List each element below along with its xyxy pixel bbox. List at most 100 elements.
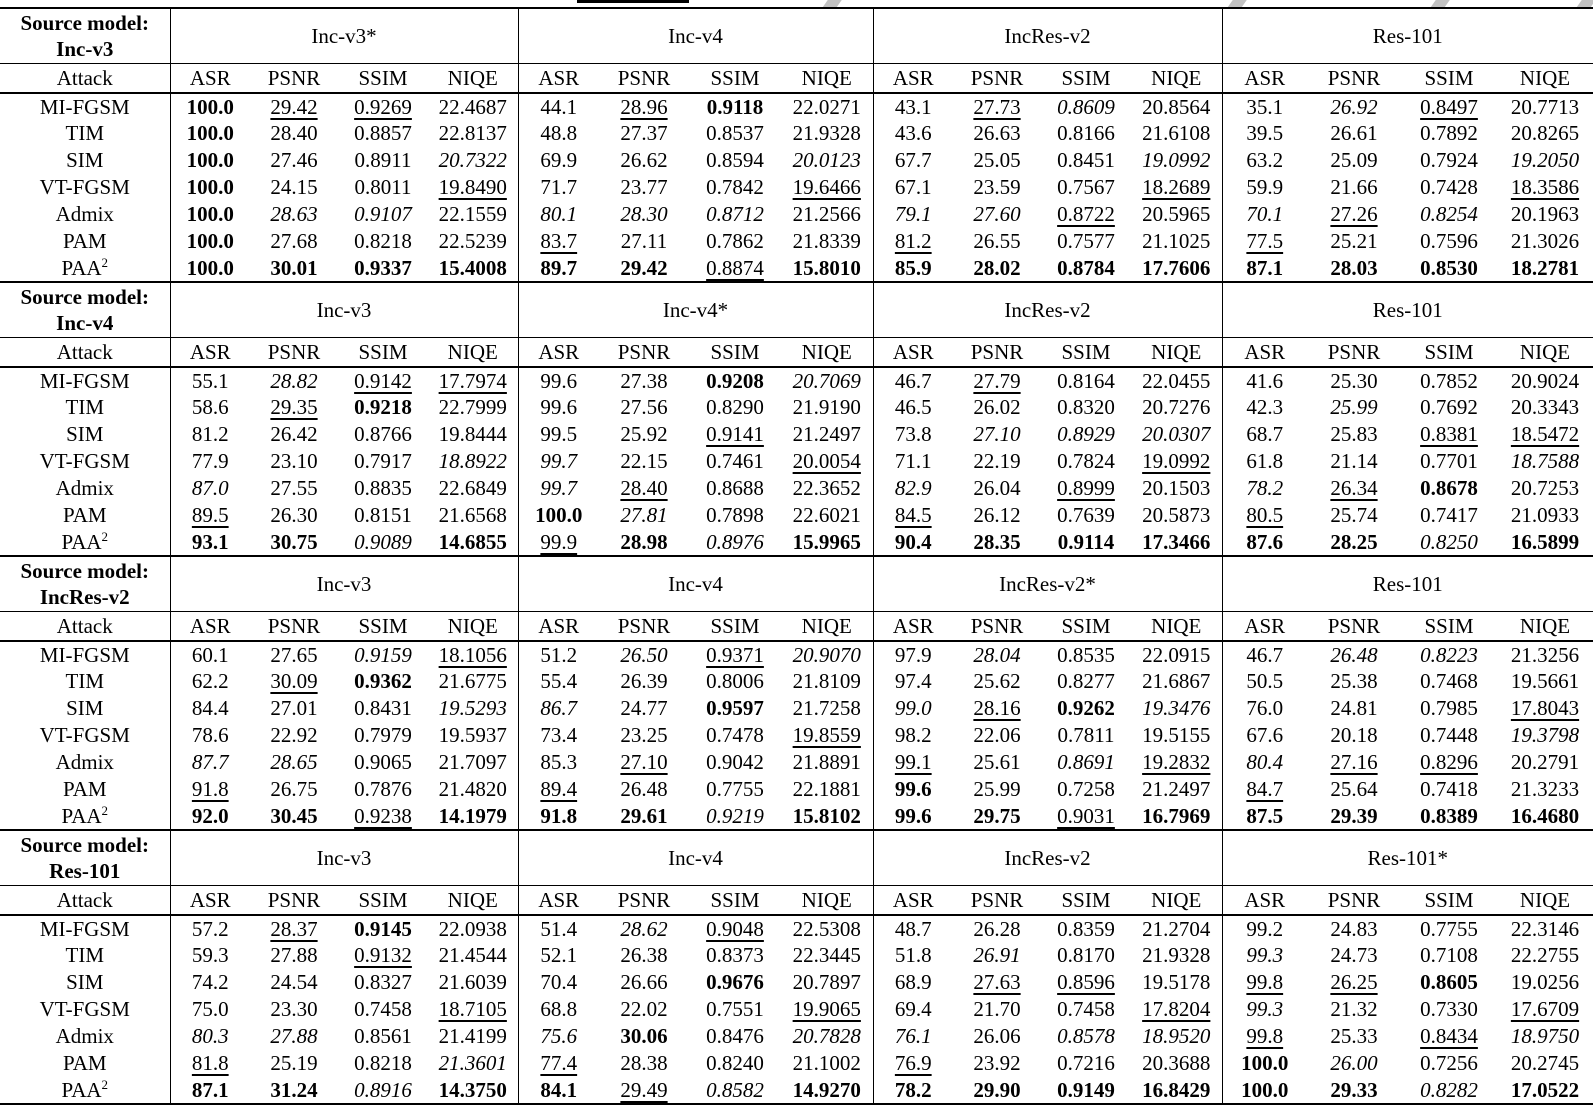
- value-cell: 99.2: [1221, 915, 1307, 942]
- value-cell: 0.7258: [1057, 777, 1115, 802]
- value-cell: 79.1: [872, 201, 953, 228]
- value-cell: 0.7811: [1057, 723, 1115, 748]
- value-cell: 22.3652: [792, 476, 861, 501]
- value-cell: 0.8434: [1420, 1024, 1478, 1049]
- value-cell: 57.2: [169, 915, 250, 942]
- value-cell: 17.7606: [1142, 255, 1211, 280]
- value-cell: 0.8254: [1420, 202, 1478, 227]
- value-cell: 98.2: [872, 722, 953, 749]
- value-cell: 0.9218: [354, 395, 412, 420]
- metric-header: SSIM: [1041, 611, 1131, 642]
- value-cell: 46.5: [872, 394, 953, 421]
- metric-header: ASR: [169, 337, 250, 368]
- value-cell: 19.8559: [792, 723, 861, 748]
- value-cell: 0.7551: [706, 997, 764, 1022]
- attack-label: PAA2: [0, 529, 171, 556]
- value-cell: 0.8250: [1420, 529, 1478, 554]
- value-cell: 0.7478: [706, 723, 764, 748]
- value-cell: 26.55: [973, 229, 1021, 254]
- value-cell: 17.3466: [1142, 529, 1211, 554]
- value-cell: 22.1881: [792, 777, 861, 802]
- value-cell: 0.9145: [354, 916, 412, 941]
- value-cell: 20.3343: [1510, 395, 1580, 420]
- value-cell: 21.9328: [1142, 943, 1211, 968]
- value-cell: 25.64: [1330, 777, 1378, 802]
- value-cell: 21.2566: [792, 202, 861, 227]
- value-cell: 0.9118: [706, 94, 764, 119]
- value-cell: 29.42: [620, 255, 668, 280]
- value-cell: 90.4: [872, 529, 953, 556]
- value-cell: 0.8296: [1420, 750, 1478, 775]
- value-cell: 48.7: [872, 915, 953, 942]
- value-cell: 58.6: [169, 394, 250, 421]
- value-cell: 39.5: [1221, 120, 1307, 147]
- value-cell: 26.25: [1330, 970, 1378, 995]
- value-cell: 15.9965: [792, 529, 861, 554]
- value-cell: 0.8678: [1420, 476, 1478, 501]
- value-cell: 0.9142: [354, 368, 412, 393]
- value-cell: 22.7999: [438, 395, 507, 420]
- value-cell: 87.1: [1221, 255, 1307, 282]
- attack-result-row: MI-FGSM 57.2 28.37 0.9145 22.0938 51.4 28.62 0.…: [0, 915, 1593, 942]
- target-model-header: Inc-v3: [169, 830, 518, 886]
- source-model-cell: Source model: Res-101: [0, 830, 171, 886]
- value-cell: 25.99: [1330, 395, 1378, 420]
- source-model-name: IncRes-v2: [39, 584, 130, 609]
- value-cell: 0.9141: [706, 422, 764, 447]
- source-model-cell: Source model: IncRes-v2: [0, 556, 171, 612]
- attack-result-row: SIM 81.2 26.42 0.8766 19.8444 99.5 25.92 0.9141…: [0, 421, 1593, 448]
- value-cell: 0.7862: [706, 229, 764, 254]
- value-cell: 25.62: [973, 669, 1021, 694]
- value-cell: 27.16: [1330, 750, 1378, 775]
- value-cell: 21.3233: [1510, 777, 1580, 802]
- value-cell: 27.60: [973, 202, 1021, 227]
- attack-label: Admix: [0, 1023, 171, 1050]
- value-cell: 23.59: [973, 175, 1021, 200]
- attack-label: MI-FGSM: [0, 367, 171, 394]
- value-cell: 22.8137: [438, 121, 507, 146]
- attack-result-row: VT-FGSM 75.0 23.30 0.7458 18.7105 68.8 22.02 0.…: [0, 996, 1593, 1023]
- results-table: Source model: Inc-v3 Inc-v3* Inc-v4 IncRes-v…: [0, 7, 1593, 1105]
- value-cell: 19.9065: [792, 997, 861, 1022]
- attack-label: VT-FGSM: [0, 722, 171, 749]
- value-cell: 70.1: [1221, 201, 1307, 228]
- value-cell: 0.8218: [354, 1051, 412, 1076]
- value-cell: 19.2050: [1510, 148, 1580, 173]
- value-cell: 20.0054: [792, 449, 861, 474]
- source-model-label: Source model:: [20, 10, 149, 35]
- metric-header: ASR: [1221, 337, 1307, 368]
- target-model-header: IncRes-v2: [872, 8, 1222, 64]
- value-cell: 0.7842: [706, 175, 764, 200]
- value-cell: 0.9371: [706, 642, 764, 667]
- value-cell: 46.7: [1221, 641, 1307, 668]
- value-cell: 26.42: [270, 422, 318, 447]
- value-cell: 25.61: [973, 750, 1021, 775]
- metric-header: NIQE: [428, 63, 518, 94]
- metric-header: PSNR: [250, 611, 338, 642]
- value-cell: 0.7108: [1420, 943, 1478, 968]
- value-cell: 75.6: [517, 1023, 599, 1050]
- value-cell: 18.7105: [438, 997, 507, 1022]
- metric-header: ASR: [1221, 63, 1307, 94]
- value-cell: 0.9089: [354, 529, 412, 554]
- value-cell: 0.8240: [706, 1051, 764, 1076]
- value-cell: 99.0: [872, 695, 953, 722]
- attack-label: TIM: [0, 120, 171, 147]
- value-cell: 0.8835: [354, 476, 412, 501]
- source-model-name: Inc-v4: [56, 310, 114, 335]
- value-cell: 0.9262: [1057, 696, 1115, 721]
- value-cell: 17.7974: [438, 368, 507, 393]
- value-cell: 24.77: [620, 696, 668, 721]
- value-cell: 21.2497: [792, 422, 861, 447]
- value-cell: 27.38: [620, 368, 668, 393]
- value-cell: 23.77: [620, 175, 668, 200]
- attack-column-header: Attack: [0, 611, 171, 642]
- value-cell: 20.7828: [792, 1024, 861, 1049]
- value-cell: 78.2: [872, 1077, 953, 1104]
- value-cell: 18.9750: [1510, 1024, 1580, 1049]
- attack-result-row: Admix 87.0 27.55 0.8835 22.6849 99.7 28.40 0.86…: [0, 475, 1593, 502]
- value-cell: 85.9: [872, 255, 953, 282]
- attack-column-header: Attack: [0, 63, 171, 94]
- value-cell: 22.15: [620, 449, 668, 474]
